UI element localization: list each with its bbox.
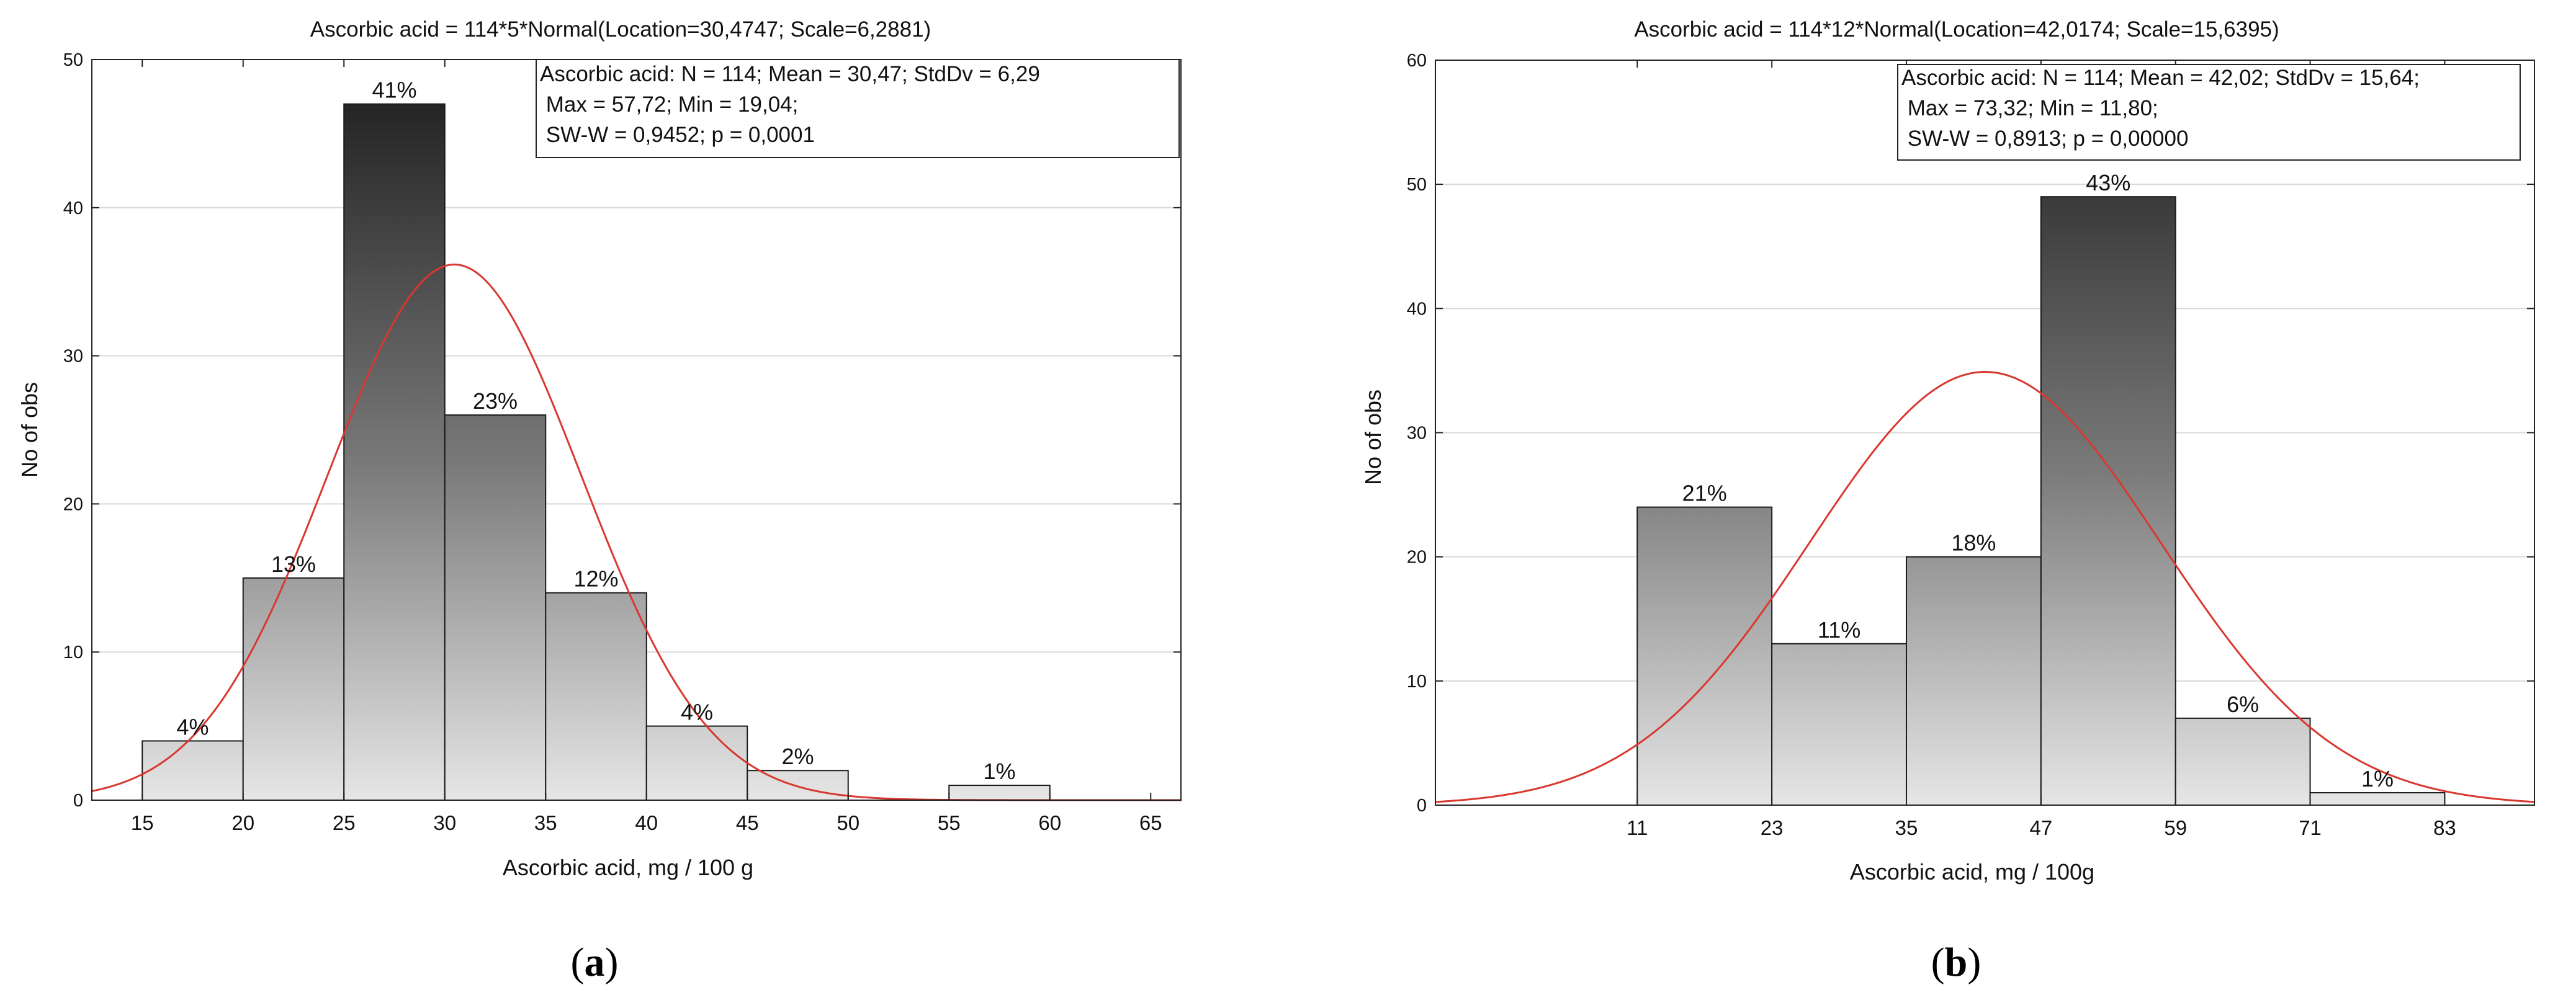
chart-b: Ascorbic acid = 114*12*Normal(Location=4…: [1360, 17, 2535, 985]
histogram-bar: [645, 725, 748, 801]
histogram-bar: [545, 592, 647, 801]
x-tick-label: 60: [1038, 811, 1061, 834]
histogram-bar: [2174, 717, 2311, 806]
chart-b-x-axis-label: Ascorbic acid, mg / 100g: [1850, 859, 2094, 885]
bar-percent-label: 12%: [573, 566, 618, 592]
bar-percent-label: 6%: [2227, 692, 2259, 717]
bar-percent-label: 13%: [271, 551, 316, 577]
bar-percent-label: 4%: [681, 700, 713, 725]
x-tick-label: 11: [1627, 816, 1648, 839]
chart-b-normal-curve: [1435, 370, 2535, 803]
x-tick-label: 71: [2299, 816, 2322, 839]
chart-b-stats-line-3: SW-W = 0,8913; p = 0,00000: [1901, 127, 2188, 151]
x-tick-label: 45: [736, 811, 759, 834]
x-tick-label: 40: [635, 811, 658, 834]
chart-b-bars: [1636, 196, 2446, 806]
histogram-bar: [1771, 643, 1907, 806]
chart-a-stats-line-2: Max = 57,72; Min = 19,04;: [540, 92, 798, 117]
bar-percent-label: 41%: [372, 78, 416, 103]
x-tick-label: 83: [2433, 816, 2456, 839]
y-tick-label: 10: [1407, 672, 1427, 692]
histogram-bar: [141, 740, 244, 801]
y-tick-label: 50: [63, 50, 83, 70]
chart-a-stats-line-3: SW-W = 0,9452; p = 0,0001: [540, 123, 815, 147]
bar-percent-label: 4%: [176, 714, 209, 739]
x-tick-label: 23: [1761, 816, 1784, 839]
chart-a-x-axis-label: Ascorbic acid, mg / 100 g: [503, 855, 753, 880]
x-tick-label: 20: [231, 811, 254, 834]
bar-percent-label: 18%: [1951, 530, 1996, 556]
x-tick-label: 35: [534, 811, 557, 834]
y-tick-label: 20: [1407, 548, 1427, 568]
histogram-bar: [2040, 196, 2176, 806]
bar-percent-label: 1%: [2361, 766, 2394, 791]
normal-fit-curve: [1435, 370, 2535, 803]
chart-a-stats-frame: [536, 59, 1180, 158]
histogram-bar: [242, 577, 345, 801]
histogram-bar: [444, 414, 547, 801]
chart-b-caption-letter: b: [1945, 940, 1968, 985]
chart-b-stats-box: Ascorbic acid: N = 114; Mean = 42,02; St…: [1897, 64, 2521, 161]
chart-b-stats-frame: [1897, 64, 2521, 161]
y-tick-label: 30: [63, 347, 83, 367]
chart-a-y-ticks: 0 10 20 30 40 50: [63, 50, 1181, 811]
chart-a-caption: (a): [571, 940, 619, 985]
chart-b-y-ticks: 0 10 20 30 40 50 60: [1407, 51, 2534, 816]
chart-a-data-labels: 4% 13% 41% 23% 12% 4% 2% 1%: [176, 78, 1015, 784]
chart-a: Ascorbic acid = 114*5*Normal(Location=30…: [17, 17, 1182, 985]
histogram-bar: [1636, 506, 1773, 806]
bar-percent-label: 2%: [781, 744, 814, 769]
y-tick-label: 40: [63, 198, 83, 218]
x-tick-label: 25: [333, 811, 356, 834]
x-tick-label: 50: [837, 811, 859, 834]
chart-a-bars: [141, 103, 1051, 801]
chart-b-title: Ascorbic acid = 114*12*Normal(Location=4…: [1634, 17, 2279, 42]
chart-a-stats-line-1: Ascorbic acid: N = 114; Mean = 30,47; St…: [540, 62, 1040, 86]
y-tick-label: 0: [73, 791, 83, 811]
chart-a-caption-letter: a: [585, 940, 605, 985]
bar-percent-label: 23%: [473, 388, 518, 414]
chart-a-y-axis-label: No of obs: [17, 382, 42, 478]
y-tick-label: 0: [1417, 796, 1427, 816]
chart-b-data-labels: 21% 11% 18% 43% 6% 1%: [1682, 170, 2394, 791]
x-tick-label: 35: [1895, 816, 1918, 839]
chart-a-stats-box: Ascorbic acid: N = 114; Mean = 30,47; St…: [536, 59, 1180, 158]
y-tick-label: 10: [63, 643, 83, 662]
x-tick-label: 55: [938, 811, 961, 834]
chart-a-title: Ascorbic acid = 114*5*Normal(Location=30…: [310, 17, 931, 42]
histogram-bar: [747, 770, 849, 801]
x-tick-label: 30: [433, 811, 456, 834]
x-tick-label: 47: [2029, 816, 2052, 839]
chart-b-stats-line-1: Ascorbic acid: N = 114; Mean = 42,02; St…: [1901, 66, 2420, 90]
chart-b-y-axis-label: No of obs: [1360, 390, 1386, 485]
x-tick-label: 15: [131, 811, 154, 834]
y-tick-label: 30: [1407, 424, 1427, 444]
y-tick-label: 50: [1407, 175, 1427, 195]
histogram-bar: [1906, 556, 2042, 806]
x-tick-label: 65: [1139, 811, 1162, 834]
chart-a-x-ticks: 15 20 25 30 35 40 45 50 55 60 65: [131, 60, 1162, 834]
bar-percent-label: 11%: [1818, 617, 1860, 643]
histogram-bar: [343, 103, 446, 801]
y-tick-label: 60: [1407, 51, 1427, 71]
histogram-bar: [948, 785, 1051, 801]
y-tick-label: 20: [63, 494, 83, 514]
bar-percent-label: 1%: [983, 759, 1015, 784]
chart-b-stats-line-2: Max = 73,32; Min = 11,80;: [1901, 96, 2158, 120]
bar-percent-label: 21%: [1682, 481, 1727, 506]
chart-b-caption: (b): [1931, 940, 1981, 985]
chart-b-x-ticks: 11 23 35 47 59 71 83: [1627, 60, 2456, 839]
bar-percent-label: 43%: [2086, 170, 2130, 195]
x-tick-label: 59: [2164, 816, 2187, 839]
y-tick-label: 40: [1407, 299, 1427, 319]
histogram-bar: [2309, 791, 2446, 806]
